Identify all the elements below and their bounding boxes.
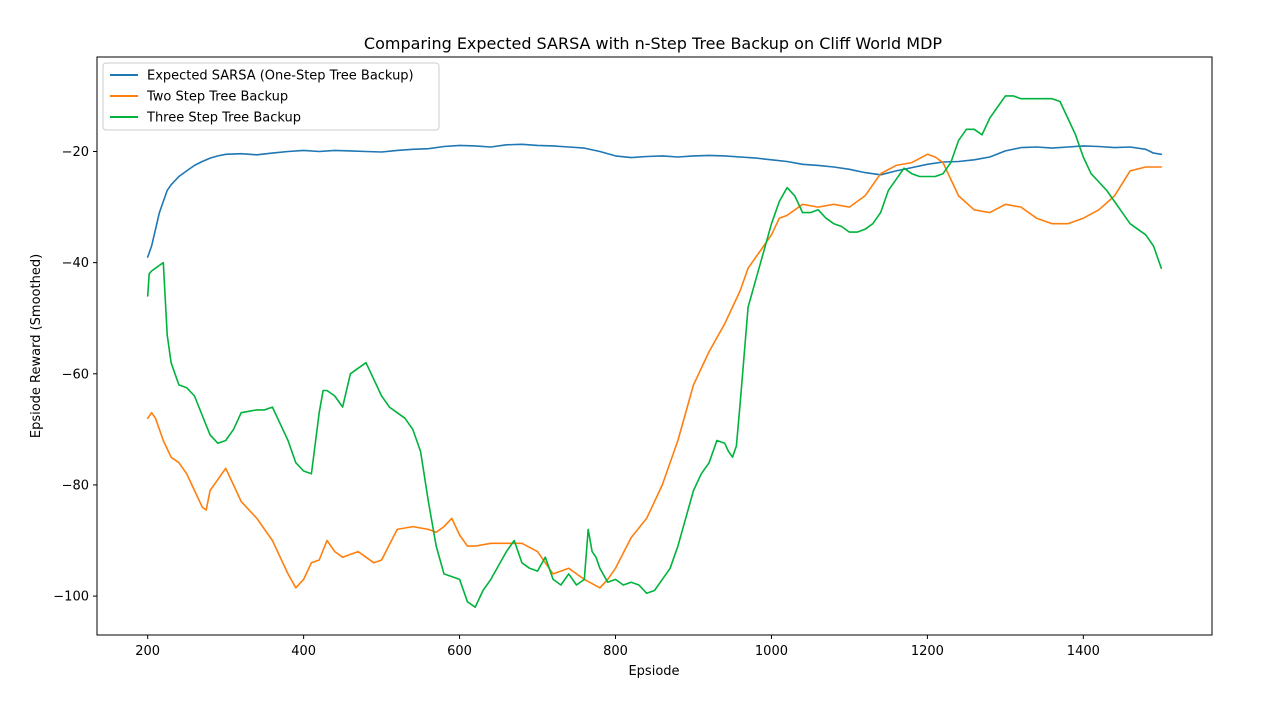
- y-tick-label: −40: [62, 256, 89, 271]
- series-layer: [146, 95, 1163, 609]
- x-tick-label: 800: [603, 644, 628, 659]
- series-line-1: [146, 143, 1163, 258]
- x-tick-label: 600: [447, 644, 472, 659]
- x-axis: 200 400 600 800 1000 1200 1400: [135, 635, 1100, 659]
- x-tick-label: 1200: [911, 644, 944, 659]
- x-tick-label: 1400: [1067, 644, 1100, 659]
- y-tick-label: −80: [62, 478, 89, 493]
- y-axis-label: Epsiode Reward (Smoothed): [29, 254, 44, 438]
- legend: Expected SARSA (One-Step Tree Backup) Two…: [102, 62, 440, 131]
- plot-frame: [96, 56, 1213, 636]
- y-tick-label: −60: [62, 367, 89, 382]
- legend-label-3: Three Step Tree Backup: [146, 111, 301, 126]
- x-tick-label: 400: [291, 644, 316, 659]
- y-tick-label: −100: [53, 590, 89, 605]
- x-tick-label: 200: [135, 644, 160, 659]
- legend-label-1: Expected SARSA (One-Step Tree Backup): [147, 69, 414, 84]
- series-line-3: [146, 95, 1163, 609]
- x-tick-label: 1000: [755, 644, 788, 659]
- y-tick-label: −20: [62, 145, 89, 160]
- chart-title: Comparing Expected SARSA with n-Step Tre…: [364, 34, 943, 53]
- legend-box: [102, 62, 440, 131]
- series-line-2: [146, 153, 1163, 589]
- x-axis-label: Epsiode: [628, 664, 679, 679]
- legend-label-2: Two Step Tree Backup: [146, 90, 288, 105]
- y-axis: −20 −40 −60 −80 −100: [53, 145, 97, 605]
